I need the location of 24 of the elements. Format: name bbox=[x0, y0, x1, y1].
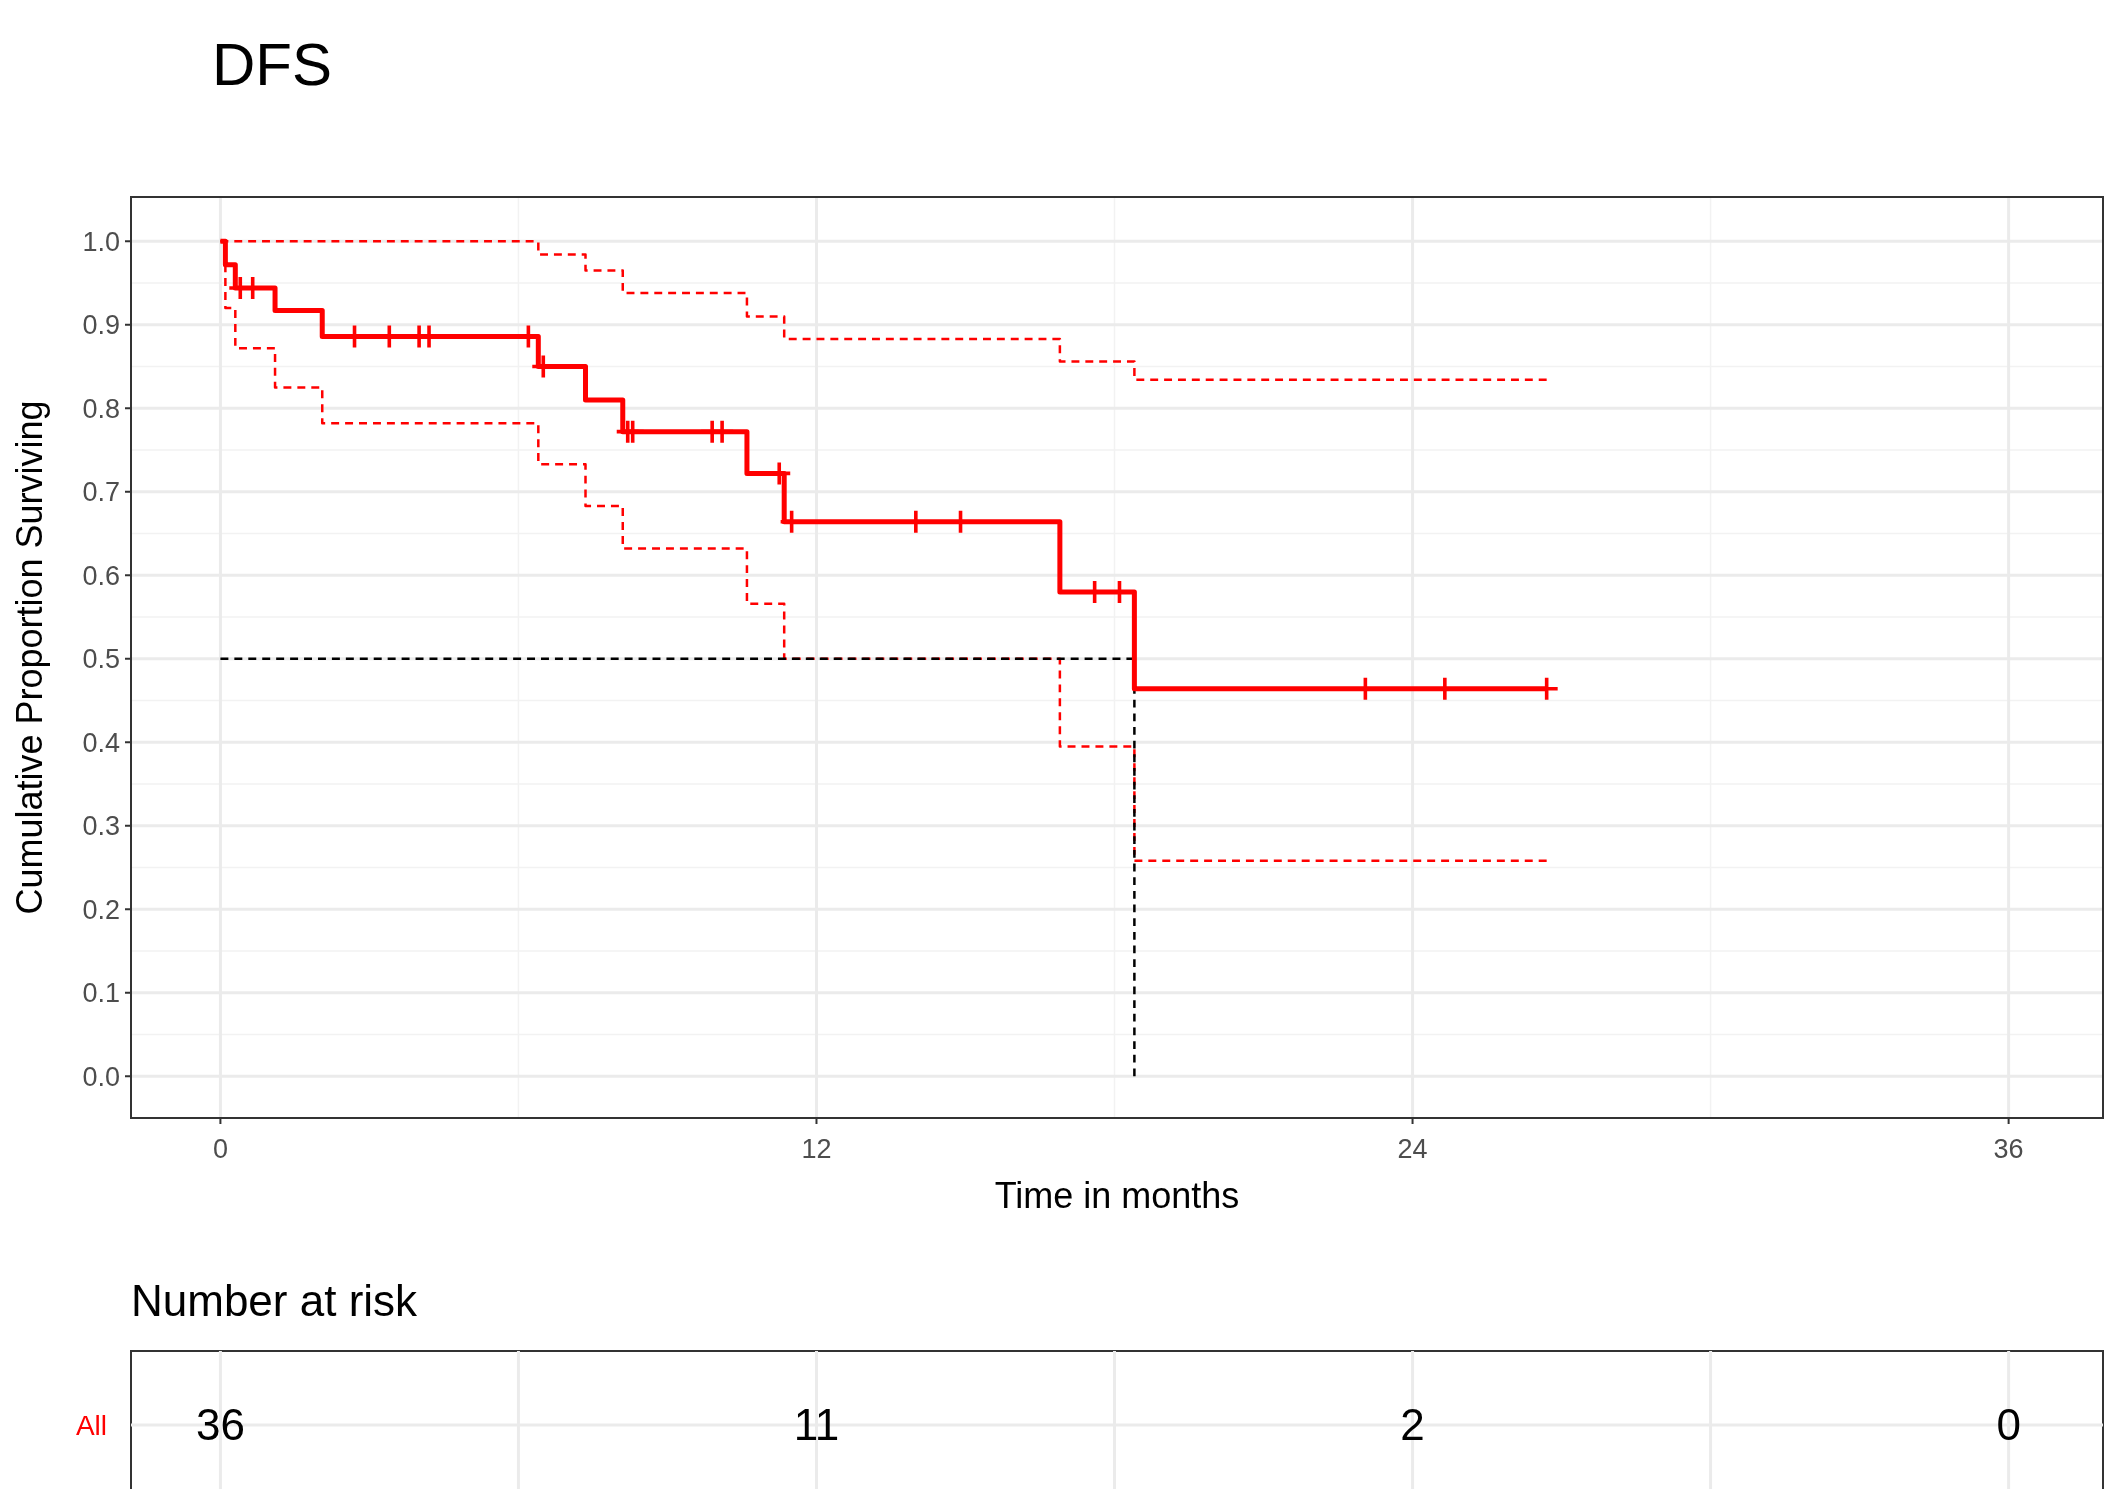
data-label: 0 bbox=[1996, 1400, 2021, 1450]
y-tick-label: 0.7 bbox=[82, 477, 120, 508]
y-tick-label: 0.0 bbox=[82, 1061, 120, 1092]
y-tick-label: 0.5 bbox=[82, 644, 120, 675]
y-tick-label: 0.9 bbox=[82, 310, 120, 341]
text: Number at risk bbox=[131, 1276, 419, 1325]
data-label: 11 bbox=[793, 1400, 840, 1450]
x-tick-label: 0 bbox=[212, 1134, 228, 1164]
y-tick-label: 1.0 bbox=[82, 226, 120, 257]
y-tick-label: 0.1 bbox=[82, 978, 120, 1009]
x-tick-label: 36 bbox=[1993, 1134, 2024, 1164]
x-axis-title: Time in months bbox=[994, 1175, 1240, 1216]
y-tick-label: 0.8 bbox=[82, 393, 120, 424]
x-tick-label: 12 bbox=[801, 1134, 832, 1164]
y-axis-title: Cumulative Proportion Surviving bbox=[9, 400, 50, 915]
y-tick-label: 0.3 bbox=[82, 811, 120, 842]
y-tick-label: 0.6 bbox=[82, 560, 120, 591]
data-label: 2 bbox=[1400, 1400, 1425, 1450]
data-label: 36 bbox=[195, 1400, 245, 1450]
chart-title: DFS bbox=[212, 31, 332, 98]
y-tick-label: 0.2 bbox=[82, 894, 120, 925]
y-tick-label: 0.4 bbox=[82, 727, 120, 758]
x-tick-label: 24 bbox=[1397, 1134, 1428, 1164]
legend-label: All bbox=[75, 1409, 107, 1441]
